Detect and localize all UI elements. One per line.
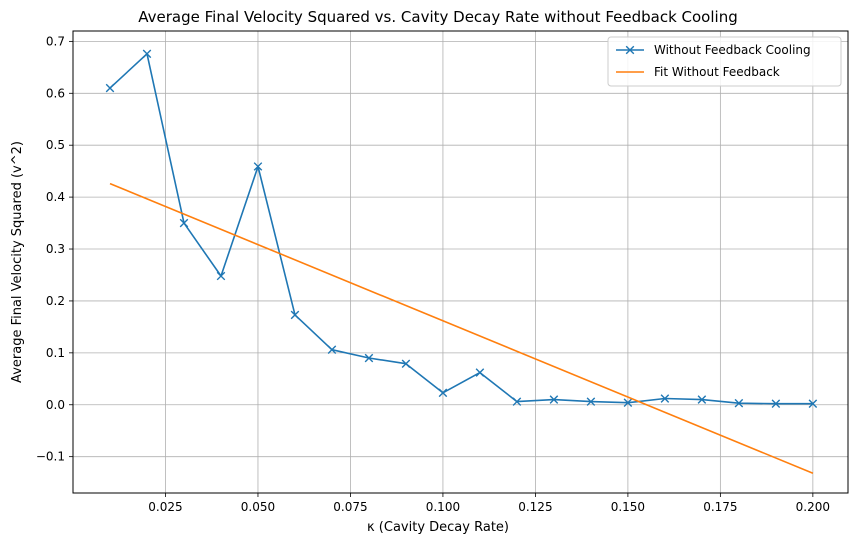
chart-title: Average Final Velocity Squared vs. Cavit… bbox=[138, 8, 737, 26]
data-point-marker bbox=[216, 271, 226, 281]
y-axis-label: Average Final Velocity Squared (v^2) bbox=[10, 141, 25, 383]
data-point-marker bbox=[253, 162, 263, 171]
y-tick-label: 0.0 bbox=[46, 398, 65, 412]
y-tick-label: 0.5 bbox=[46, 138, 65, 152]
x-tick-label: 0.050 bbox=[241, 500, 275, 514]
x-tick-label: 0.075 bbox=[333, 500, 367, 514]
series-line-1 bbox=[109, 52, 813, 405]
data-point-marker bbox=[179, 218, 189, 228]
y-tick-label: 0.1 bbox=[46, 346, 65, 360]
y-tick-label: 0.7 bbox=[46, 34, 65, 48]
legend-marker-1 bbox=[625, 45, 635, 55]
y-axis: −0.1 0.0 0.1 0.2 0.3 0.4 0.5 0.6 0.7 bbox=[36, 34, 73, 464]
data-point-marker bbox=[327, 345, 337, 355]
x-tick-label: 0.175 bbox=[703, 500, 737, 514]
data-point-marker bbox=[142, 49, 152, 59]
data-point-marker bbox=[512, 397, 522, 406]
legend-label-1: Without Feedback Cooling bbox=[654, 43, 811, 57]
data-point-marker bbox=[808, 399, 818, 409]
x-tick-label: 0.100 bbox=[426, 500, 460, 514]
x-axis: 0.025 0.050 0.075 0.100 0.125 0.150 0.175 0.200 bbox=[148, 493, 830, 514]
data-point-marker bbox=[438, 388, 448, 398]
y-tick-label: 0.4 bbox=[46, 190, 65, 204]
data-point-marker bbox=[586, 397, 596, 406]
x-tick-label: 0.150 bbox=[611, 500, 645, 514]
data-point-marker bbox=[771, 399, 781, 409]
x-tick-label: 0.025 bbox=[148, 500, 182, 514]
series-layer bbox=[105, 49, 818, 475]
x-axis-label: κ (Cavity Decay Rate) bbox=[367, 520, 509, 535]
x-tick-label: 0.125 bbox=[518, 500, 552, 514]
data-point-marker bbox=[401, 359, 411, 369]
x-tick-label: 0.200 bbox=[796, 500, 830, 514]
data-point-marker bbox=[734, 398, 744, 408]
legend-label-2: Fit Without Feedback bbox=[654, 65, 780, 79]
grid bbox=[73, 31, 848, 493]
y-tick-label: −0.1 bbox=[36, 450, 65, 464]
data-point-marker bbox=[105, 83, 115, 93]
data-point-marker bbox=[364, 353, 374, 363]
data-point-marker bbox=[475, 368, 485, 377]
data-point-marker bbox=[290, 310, 300, 320]
data-point-marker bbox=[549, 395, 559, 404]
data-point-marker bbox=[660, 394, 670, 403]
series-line-2 bbox=[109, 182, 814, 475]
data-point-marker bbox=[623, 398, 633, 407]
y-tick-label: 0.2 bbox=[46, 294, 65, 308]
legend: Without Feedback Cooling Fit Without Feed… bbox=[607, 36, 842, 87]
y-tick-label: 0.6 bbox=[46, 86, 65, 100]
plot-frame bbox=[72, 30, 849, 494]
data-point-marker bbox=[697, 395, 707, 404]
y-tick-label: 0.3 bbox=[46, 242, 65, 256]
legend-box bbox=[607, 36, 842, 87]
